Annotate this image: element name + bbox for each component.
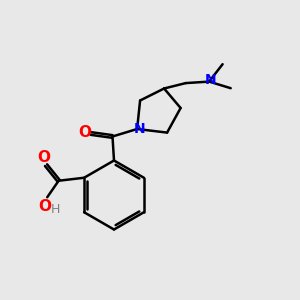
Text: O: O — [78, 125, 91, 140]
Text: N: N — [134, 122, 145, 136]
Text: O: O — [38, 199, 51, 214]
Text: H: H — [50, 203, 60, 216]
Text: O: O — [37, 150, 50, 165]
Text: N: N — [205, 73, 216, 87]
